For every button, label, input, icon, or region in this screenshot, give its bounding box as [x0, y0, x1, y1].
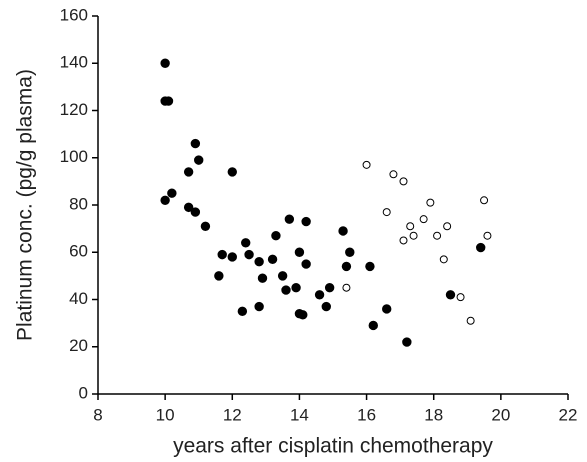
- data-point: [399, 236, 408, 245]
- data-point: [445, 290, 456, 300]
- data-point: [324, 282, 335, 293]
- data-point: [406, 222, 415, 231]
- data-point: [365, 261, 375, 272]
- data-point: [368, 320, 378, 331]
- data-point: [402, 337, 412, 347]
- data-point: [281, 285, 291, 295]
- data-point: [271, 231, 281, 241]
- data-point: [160, 58, 170, 68]
- data-point: [399, 177, 408, 186]
- y-tick-label: 60: [69, 242, 88, 261]
- data-point: [439, 255, 448, 264]
- y-tick-label: 40: [69, 289, 88, 308]
- data-point: [254, 301, 264, 312]
- y-axis-title: Platinum conc. (pg/g plasma): [14, 69, 37, 341]
- data-point: [480, 196, 489, 205]
- data-point: [291, 282, 301, 293]
- y-tick-label: 120: [60, 100, 88, 119]
- data-point: [345, 247, 355, 257]
- data-point: [237, 306, 248, 317]
- data-point: [227, 252, 237, 262]
- data-point: [167, 188, 177, 198]
- x-tick-label: 20: [491, 405, 510, 424]
- x-tick-label: 22: [559, 405, 578, 424]
- data-point: [190, 207, 201, 217]
- data-point: [456, 293, 465, 302]
- x-tick-label: 14: [290, 405, 309, 424]
- data-point: [284, 214, 295, 224]
- y-tick-label: 160: [60, 5, 88, 24]
- data-point: [254, 257, 264, 267]
- data-point: [443, 222, 452, 231]
- data-point: [298, 310, 308, 320]
- data-point: [338, 226, 348, 236]
- data-point: [183, 167, 194, 177]
- data-point: [483, 231, 492, 240]
- y-tick-label: 140: [60, 53, 88, 72]
- data-point: [476, 242, 486, 253]
- x-tick-label: 10: [156, 405, 175, 424]
- x-tick-label: 16: [357, 405, 376, 424]
- data-point: [389, 170, 398, 179]
- y-tick-label: 100: [60, 147, 88, 166]
- data-point: [341, 261, 352, 272]
- x-tick-label: 18: [424, 405, 443, 424]
- y-tick-label: 80: [69, 194, 88, 213]
- data-point: [382, 304, 392, 314]
- data-point: [301, 216, 311, 227]
- data-point: [321, 301, 331, 312]
- data-point: [200, 221, 211, 231]
- data-point: [382, 208, 391, 217]
- data-point: [294, 247, 305, 257]
- data-point: [409, 231, 418, 240]
- data-point: [257, 273, 268, 283]
- data-point: [277, 271, 288, 281]
- data-point: [227, 167, 237, 177]
- data-point: [190, 138, 201, 149]
- data-point: [433, 231, 442, 240]
- data-point: [163, 96, 174, 106]
- data-point: [362, 160, 371, 169]
- data-point: [194, 155, 204, 165]
- data-point: [160, 195, 170, 205]
- x-tick-label: 12: [223, 405, 242, 424]
- data-point: [244, 249, 254, 260]
- data-point: [426, 198, 435, 207]
- x-axis-title: years after cisplatin chemotherapy: [173, 435, 493, 458]
- data-point: [342, 283, 351, 292]
- x-tick-label: 8: [93, 405, 102, 424]
- data-point: [217, 249, 227, 260]
- data-point: [301, 259, 311, 269]
- data-point: [419, 215, 428, 224]
- data-point: [466, 316, 475, 325]
- data-point: [314, 290, 325, 300]
- data-point: [214, 271, 224, 281]
- data-point: [183, 202, 194, 213]
- data-point: [267, 254, 278, 265]
- y-tick-label: 20: [69, 336, 88, 355]
- y-tick-label: 0: [79, 383, 88, 402]
- data-point: [241, 238, 251, 248]
